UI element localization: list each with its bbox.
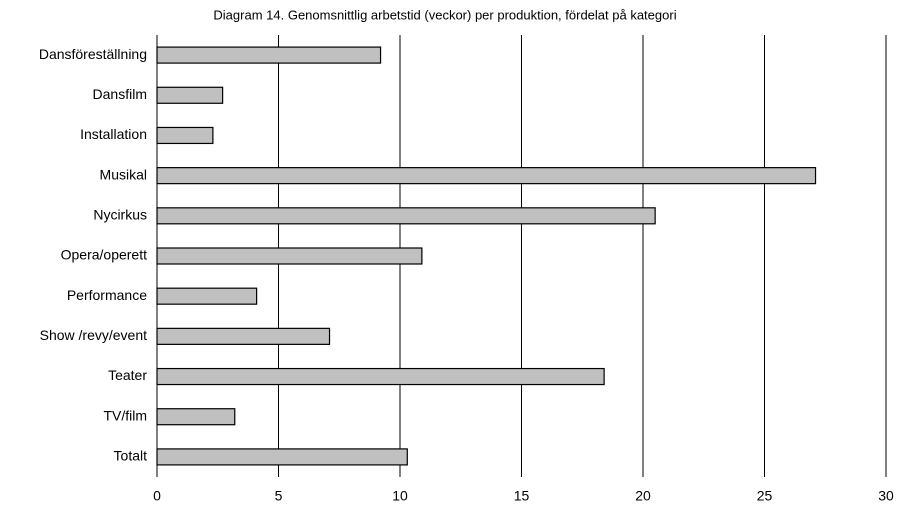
y-tick-label: Totalt (114, 448, 148, 464)
x-tick-label: 5 (275, 488, 283, 504)
bar (156, 367, 605, 386)
x-tick-label: 0 (153, 488, 161, 504)
bar (156, 448, 408, 466)
bar (156, 408, 236, 426)
y-tick-label: Teater (108, 367, 147, 383)
bar (156, 86, 224, 104)
y-tick-label: Performance (67, 287, 147, 303)
x-tick-label: 20 (635, 488, 651, 504)
y-tick-label: Dansfilm (93, 86, 147, 102)
bar (156, 167, 817, 185)
bar (156, 287, 258, 305)
y-tick-label: Dansföreställning (39, 46, 147, 62)
x-tick-label: 15 (514, 488, 530, 504)
y-tick-label: Nycirkus (93, 207, 147, 223)
bar (156, 247, 423, 265)
bar (156, 207, 656, 225)
bar (156, 327, 331, 345)
y-tick-label: Show /revy/event (40, 327, 147, 343)
y-tick-label: Installation (80, 126, 147, 142)
y-tick-label: TV/film (103, 407, 147, 423)
y-tick-label: Musikal (100, 166, 147, 182)
x-tick-label: 10 (392, 488, 408, 504)
x-tick-label: 25 (757, 488, 773, 504)
chart-title: Diagram 14. Genomsnittlig arbetstid (vec… (213, 7, 676, 22)
x-tick-label: 30 (878, 488, 894, 504)
bar (156, 126, 214, 145)
bar (156, 46, 382, 64)
y-tick-label: Opera/operett (61, 247, 147, 263)
